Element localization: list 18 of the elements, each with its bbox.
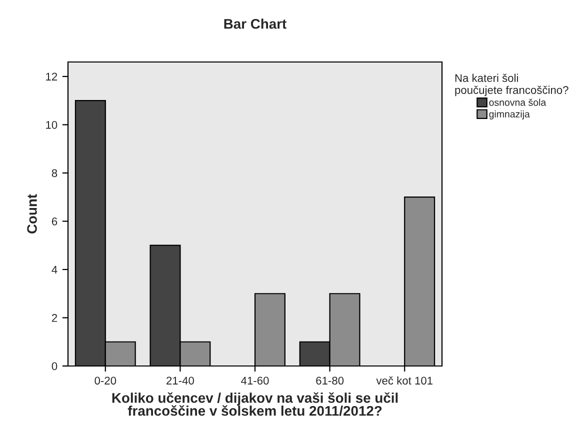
legend-label: gimnazija (489, 110, 530, 120)
y-tick-label: 0 (52, 362, 58, 370)
y-tick-label: 4 (52, 266, 58, 274)
x-tick-label: 41-60 (241, 376, 269, 385)
y-tick-label: 2 (52, 314, 58, 322)
x-tick-label: 61-80 (316, 376, 344, 385)
x-axis-title: Koliko učencev / dijakov na vaši šoli se učil francoščine v šolskem letu 2011/2012? (112, 392, 398, 416)
legend-title: Na kateri šoli poučujete francoščino? (455, 74, 568, 96)
legend-label: osnovna šola (489, 98, 546, 106)
x-tick-label: več kot 101 (376, 376, 432, 385)
y-tick-label: 8 (52, 169, 58, 178)
y-tick-label: 10 (46, 121, 58, 129)
chart-title: Bar Chart (224, 18, 286, 29)
x-tick-label: 0-20 (94, 376, 116, 385)
y-tick-label: 6 (52, 218, 58, 226)
y-tick-label: 12 (46, 72, 58, 80)
y-axis-title: Count (27, 194, 37, 234)
x-tick-label: 21-40 (166, 376, 194, 385)
